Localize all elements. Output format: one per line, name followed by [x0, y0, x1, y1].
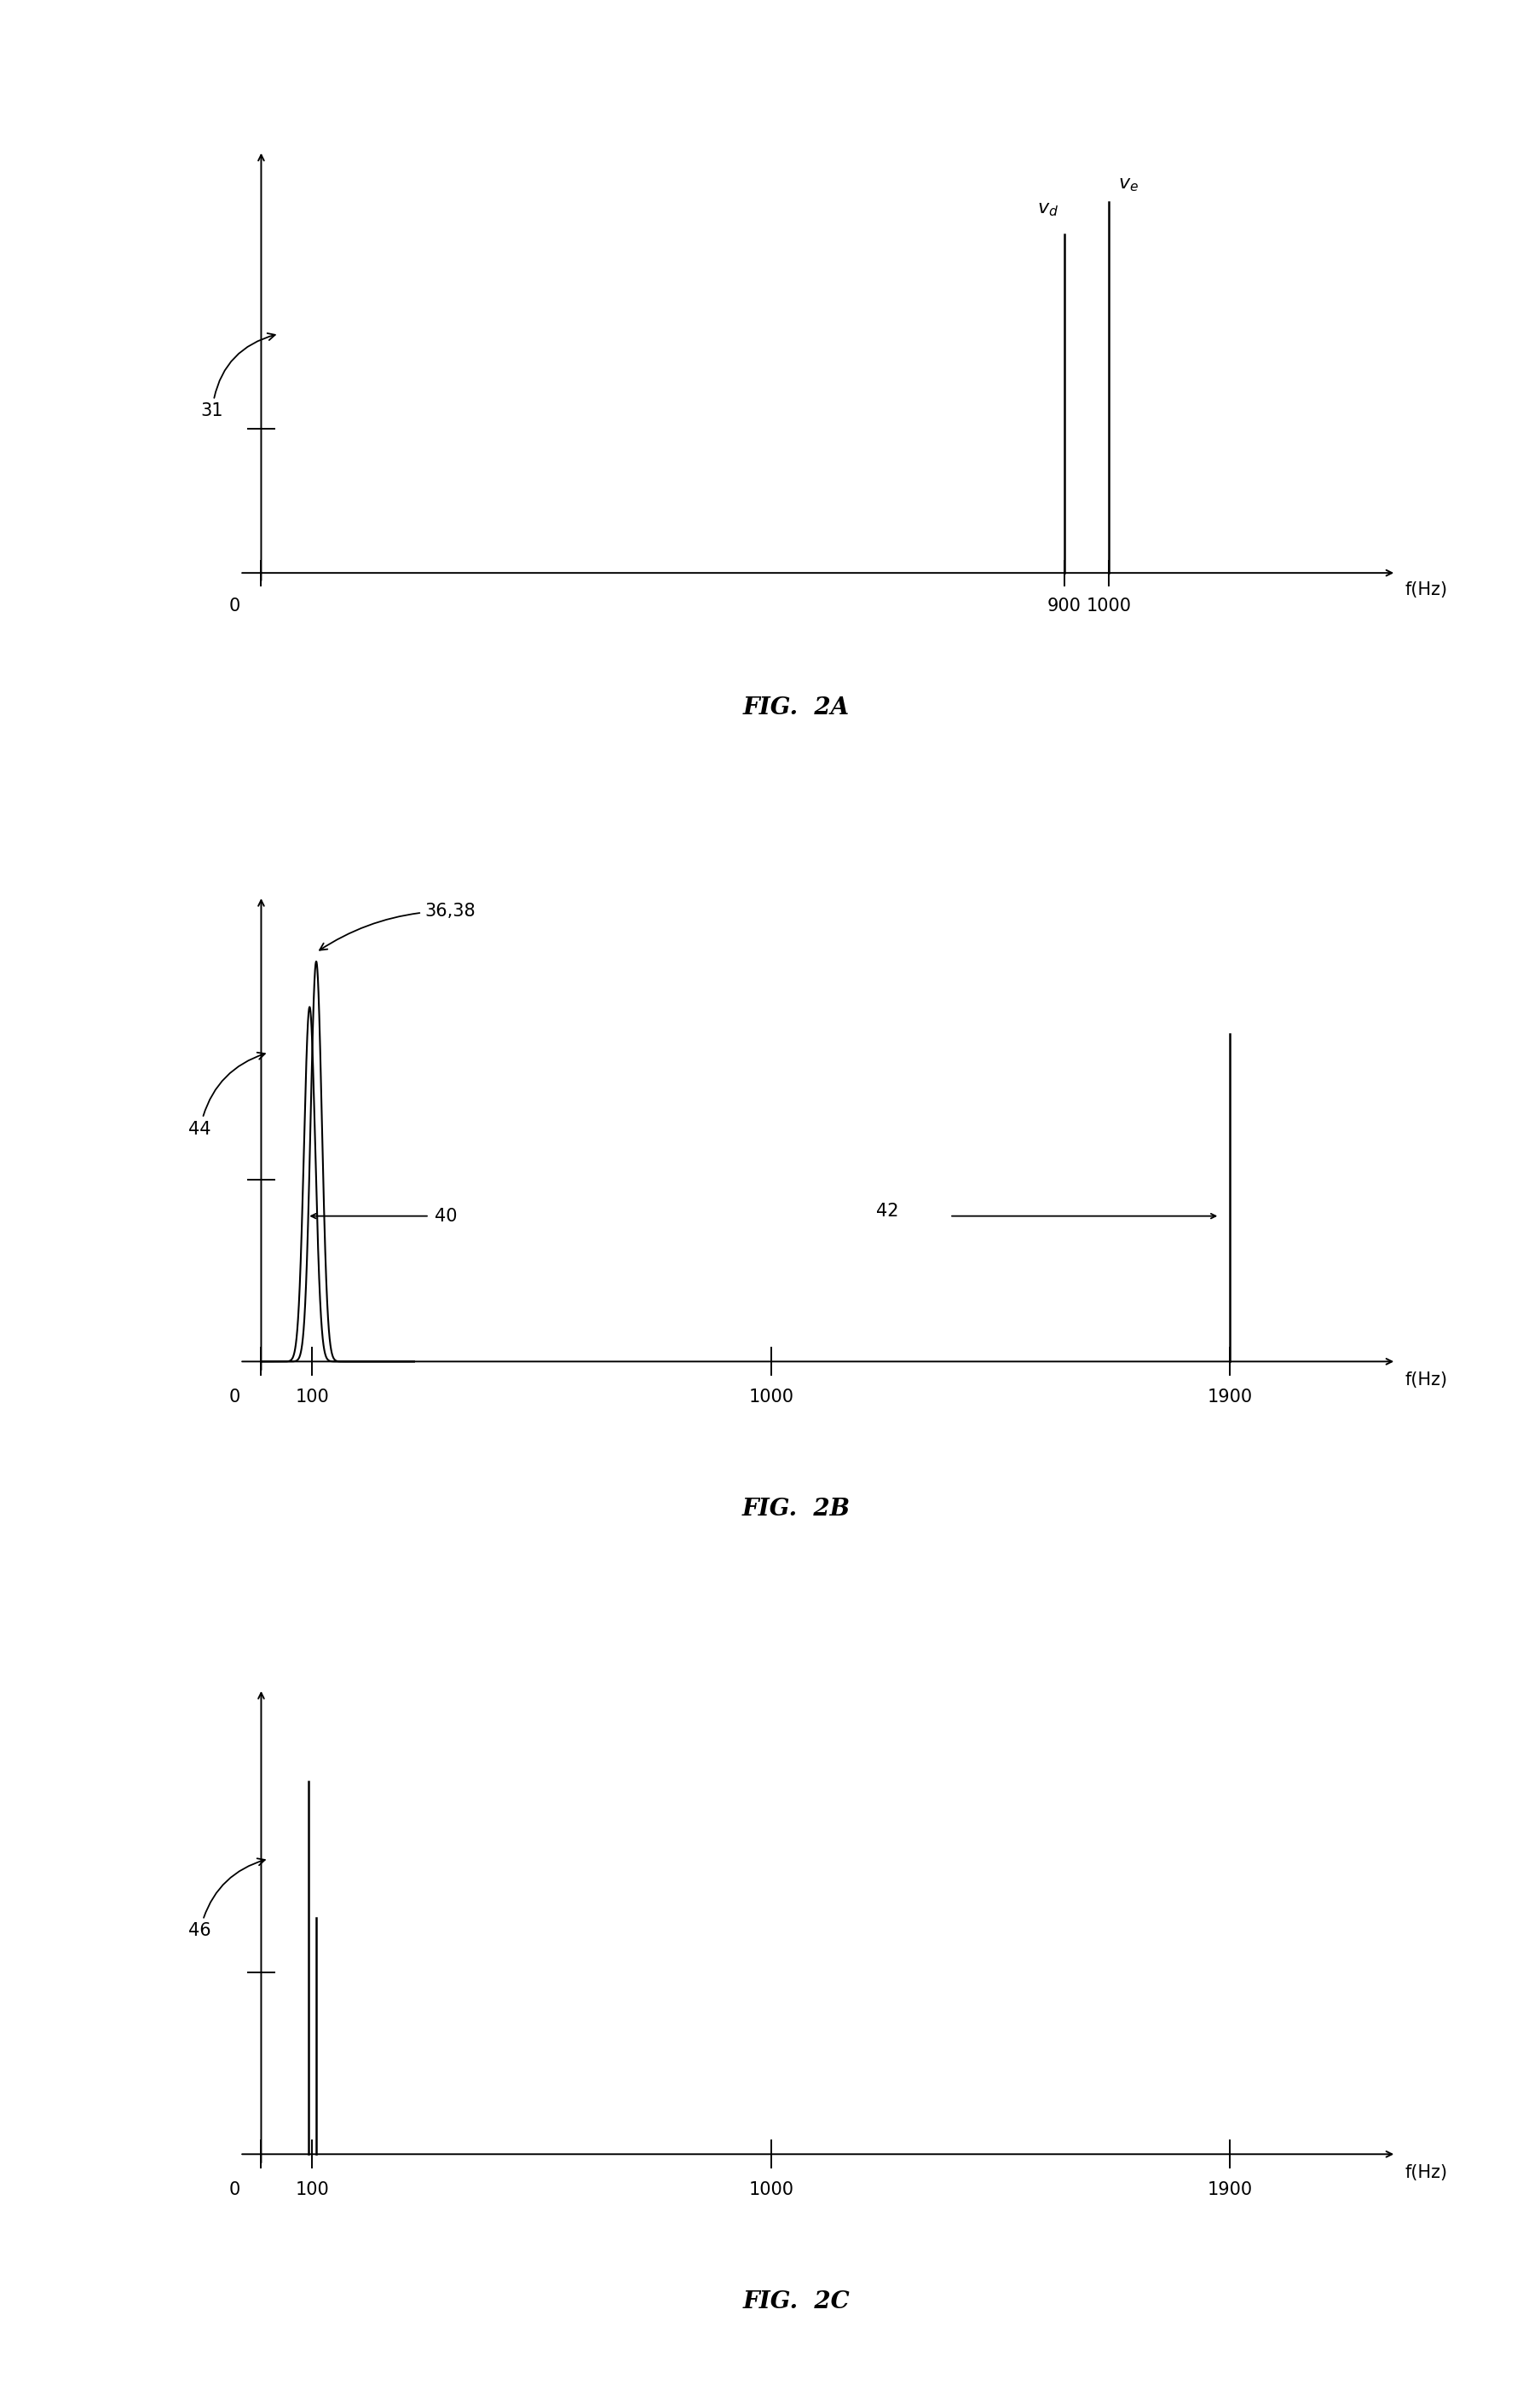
Text: 0: 0: [228, 1388, 240, 1405]
Text: 100: 100: [296, 2181, 330, 2198]
Text: 1000: 1000: [748, 2181, 793, 2198]
Text: $v_d$: $v_d$: [1036, 202, 1058, 219]
Text: 1900: 1900: [1207, 1388, 1252, 1405]
Text: FIG.  2A: FIG. 2A: [742, 697, 850, 721]
Text: 46: 46: [188, 1859, 265, 1938]
Text: 40: 40: [434, 1208, 457, 1225]
Text: f(Hz): f(Hz): [1404, 2164, 1446, 2181]
Text: 1900: 1900: [1207, 2181, 1252, 2198]
Text: 0: 0: [228, 598, 240, 615]
Text: FIG.  2C: FIG. 2C: [742, 2292, 850, 2313]
Text: 0: 0: [228, 2181, 240, 2198]
Text: 36,38: 36,38: [319, 903, 474, 951]
Text: 900: 900: [1047, 598, 1081, 615]
Text: f(Hz): f(Hz): [1404, 1372, 1446, 1388]
Text: 1000: 1000: [748, 1388, 793, 1405]
Text: 31: 31: [200, 334, 276, 420]
Text: f(Hz): f(Hz): [1404, 581, 1446, 598]
Text: 42: 42: [875, 1203, 898, 1220]
Text: 44: 44: [188, 1052, 265, 1139]
Text: 100: 100: [296, 1388, 330, 1405]
Text: $v_e$: $v_e$: [1118, 178, 1138, 195]
Text: 1000: 1000: [1086, 598, 1130, 615]
Text: FIG.  2B: FIG. 2B: [742, 1499, 850, 1520]
